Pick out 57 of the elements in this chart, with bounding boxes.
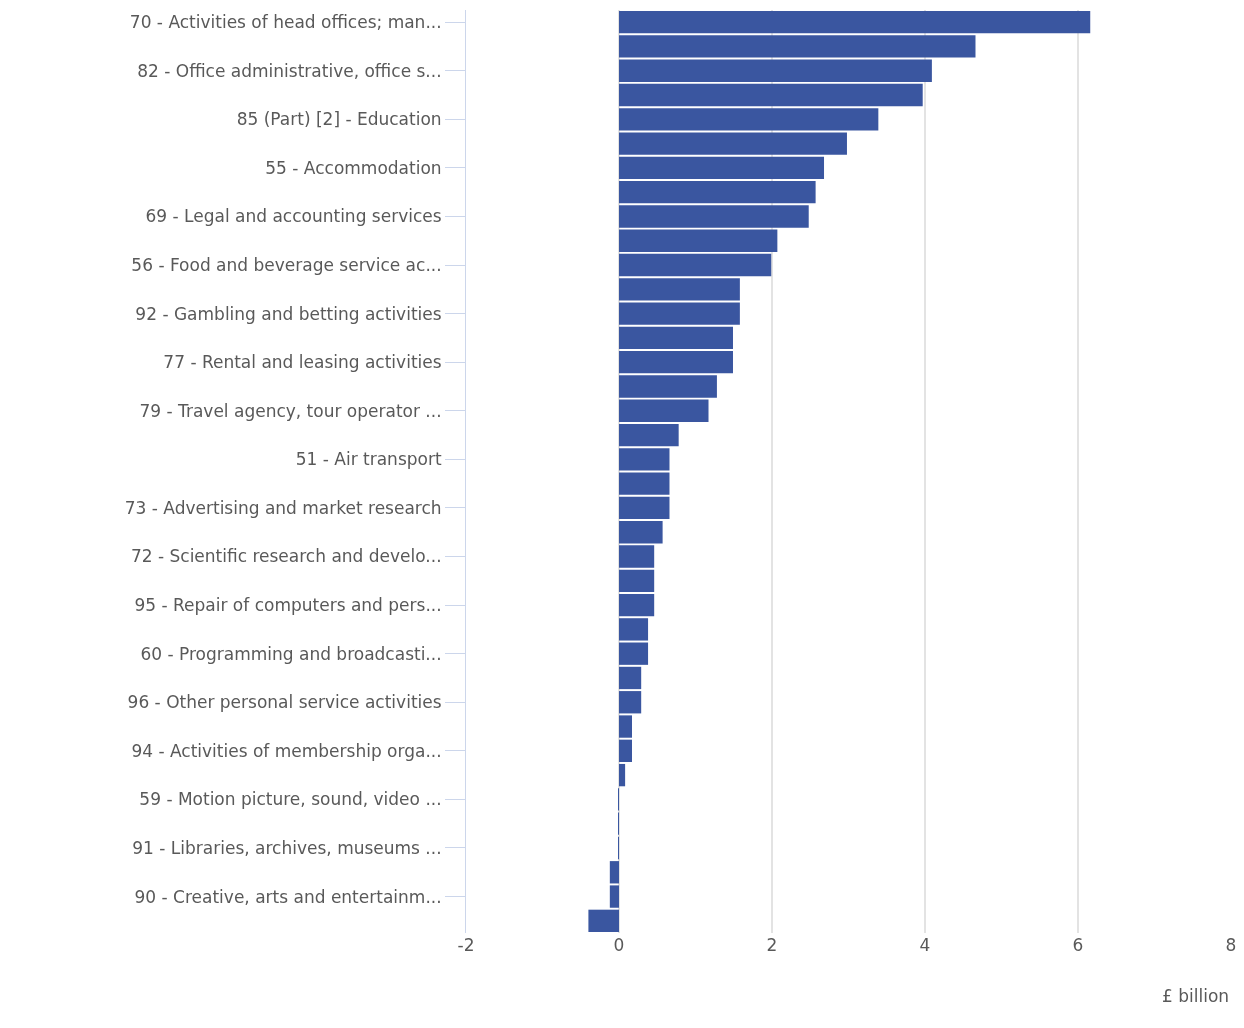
bar bbox=[619, 132, 847, 155]
bar bbox=[619, 545, 655, 568]
bar bbox=[619, 326, 733, 350]
bar bbox=[619, 156, 825, 180]
bar bbox=[619, 763, 626, 787]
bar bbox=[619, 496, 670, 520]
y-tick-label: 96 - Other personal service activities bbox=[127, 692, 442, 713]
x-tick-label: 8 bbox=[1225, 935, 1237, 955]
bar bbox=[619, 375, 717, 398]
bar bbox=[619, 715, 633, 738]
y-tick-label: 72 - Scientific research and develo... bbox=[130, 546, 442, 567]
bar bbox=[619, 351, 733, 374]
bar bbox=[619, 83, 923, 107]
bar bbox=[619, 181, 816, 204]
bar bbox=[619, 10, 1091, 34]
y-tick-label: 82 - Office administrative, office s... bbox=[137, 60, 442, 81]
bar bbox=[619, 618, 649, 641]
bar bbox=[609, 861, 619, 884]
bar bbox=[619, 739, 633, 762]
y-tick-label: 94 - Activities of membership orga... bbox=[131, 740, 442, 761]
y-tick-label: 95 - Repair of computers and pers... bbox=[134, 595, 442, 616]
x-tick-label: 2 bbox=[766, 935, 778, 955]
y-tick-label: 73 - Advertising and market research bbox=[124, 497, 442, 518]
x-axis-title: £ billion bbox=[1162, 986, 1230, 1006]
y-tick-label: 70 - Activities of head offices; man... bbox=[129, 12, 442, 33]
y-tick-label: 51 - Air transport bbox=[295, 449, 442, 470]
bar bbox=[619, 642, 649, 665]
bar bbox=[619, 253, 772, 277]
bar bbox=[588, 909, 619, 933]
y-tick-label: 79 - Travel agency, tour operator ... bbox=[139, 400, 442, 421]
bar bbox=[619, 691, 642, 714]
y-tick-label: 55 - Accommodation bbox=[265, 157, 442, 178]
y-tick-label: 90 - Creative, arts and entertainm... bbox=[134, 886, 442, 907]
y-tick-label: 85 (Part) [2] - Education bbox=[236, 109, 442, 130]
y-tick-label: 56 - Food and beverage service ac... bbox=[131, 254, 442, 275]
y-tick-label: 92 - Gambling and betting activities bbox=[135, 303, 442, 324]
y-tick-label: 59 - Motion picture, sound, video ... bbox=[139, 789, 442, 810]
x-tick-label: 0 bbox=[613, 935, 625, 955]
x-tick-label: 4 bbox=[919, 935, 931, 955]
y-tick-label: 69 - Legal and accounting services bbox=[145, 206, 442, 227]
y-tick-label: 77 - Rental and leasing activities bbox=[163, 352, 442, 373]
bar bbox=[619, 205, 809, 228]
bar bbox=[619, 666, 642, 690]
x-tick-label: 6 bbox=[1072, 935, 1084, 955]
bar bbox=[619, 569, 655, 592]
bar bbox=[619, 399, 709, 422]
y-tick-label: 91 - Libraries, archives, museums ... bbox=[132, 837, 442, 858]
bar bbox=[609, 885, 619, 908]
x-tick-label: -2 bbox=[457, 935, 475, 955]
bar bbox=[619, 593, 655, 617]
bar bbox=[619, 423, 679, 447]
bar bbox=[619, 108, 879, 131]
bar bbox=[619, 59, 932, 82]
bar bbox=[619, 229, 778, 252]
y-tick-label: 60 - Programming and broadcasti... bbox=[140, 643, 442, 664]
bar bbox=[619, 521, 663, 544]
bar bbox=[619, 35, 976, 58]
